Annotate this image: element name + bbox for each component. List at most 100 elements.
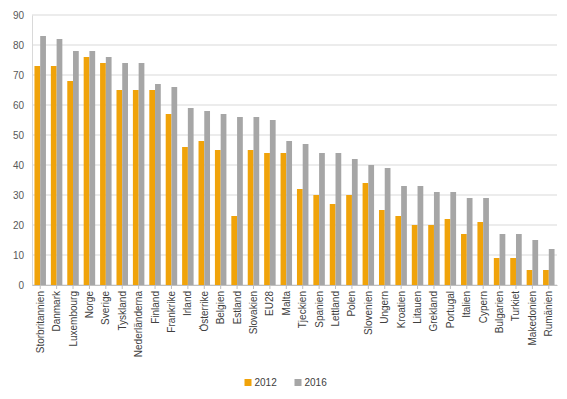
y-axis: 0102030405060708090 bbox=[13, 10, 33, 291]
y-axis-line bbox=[32, 16, 33, 286]
bar bbox=[264, 153, 270, 285]
x-tick-label: Spanien bbox=[314, 291, 325, 328]
legend-label: 2012 bbox=[255, 377, 278, 388]
x-tick-mark bbox=[155, 285, 156, 289]
x-tick: Tyskland bbox=[117, 285, 128, 330]
bar bbox=[149, 90, 155, 285]
x-tick-mark bbox=[515, 285, 516, 289]
bar bbox=[461, 234, 467, 285]
y-tick: 10 bbox=[13, 250, 32, 261]
x-tick: Storbritannien bbox=[35, 285, 46, 353]
x-tick: Spanien bbox=[314, 285, 325, 328]
x-tick-mark bbox=[138, 285, 139, 289]
y-tick-label: 90 bbox=[13, 10, 25, 21]
bar bbox=[116, 90, 122, 285]
y-tick: 0 bbox=[18, 280, 32, 291]
x-tick-mark bbox=[499, 285, 500, 289]
y-tick: 50 bbox=[13, 130, 32, 141]
bar bbox=[139, 63, 145, 285]
bar bbox=[401, 186, 407, 285]
x-tick-label: Danmark bbox=[51, 290, 62, 332]
x-tick: Italien bbox=[461, 285, 472, 318]
x-tick-mark bbox=[368, 285, 369, 289]
bar bbox=[34, 66, 40, 285]
bar bbox=[477, 222, 483, 285]
x-tick-label: Polen bbox=[346, 291, 357, 317]
legend-item: 2012 bbox=[245, 377, 278, 388]
x-tick: Kroatien bbox=[396, 285, 407, 328]
x-tick: Portugal bbox=[445, 285, 456, 328]
y-tick-label: 0 bbox=[18, 280, 24, 291]
x-tick-label: Ungern bbox=[379, 291, 390, 324]
x-tick: Ungern bbox=[379, 285, 390, 324]
y-tick: 20 bbox=[13, 220, 32, 231]
x-tick: Finland bbox=[150, 285, 161, 324]
x-tick-mark bbox=[73, 285, 74, 289]
bar bbox=[215, 150, 221, 285]
bar bbox=[385, 168, 391, 285]
x-tick-label: Portugal bbox=[445, 291, 456, 328]
x-tick: Estland bbox=[232, 285, 243, 324]
x-tick: Slovakien bbox=[248, 285, 259, 334]
bar bbox=[57, 39, 63, 285]
bar bbox=[248, 150, 254, 285]
x-tick: Polen bbox=[346, 285, 357, 317]
x-tick-label: Tyskland bbox=[117, 291, 128, 330]
bar bbox=[445, 219, 451, 285]
bar bbox=[73, 51, 79, 285]
bar bbox=[51, 66, 57, 285]
x-tick-label: Slovenien bbox=[363, 291, 374, 335]
x-tick-mark bbox=[269, 285, 270, 289]
bar bbox=[199, 141, 205, 285]
bar bbox=[379, 210, 385, 285]
x-tick-label: Grekland bbox=[428, 291, 439, 332]
bar bbox=[352, 159, 358, 285]
y-tick: 90 bbox=[13, 10, 32, 21]
bar bbox=[171, 87, 177, 285]
x-tick-mark bbox=[253, 285, 254, 289]
chart: 0102030405060708090StorbritannienDanmark… bbox=[0, 0, 567, 399]
bar bbox=[549, 249, 555, 285]
bar bbox=[166, 114, 172, 285]
bar bbox=[336, 153, 342, 285]
legend-label: 2016 bbox=[305, 377, 328, 388]
x-tick: Irland bbox=[182, 285, 193, 316]
bar bbox=[510, 258, 516, 285]
bar bbox=[450, 192, 456, 285]
x-tick-label: Litauen bbox=[412, 291, 423, 324]
x-tick-label: Sverige bbox=[100, 291, 111, 325]
x-tick: Malta bbox=[281, 285, 292, 315]
bar bbox=[84, 57, 90, 285]
plot: 0102030405060708090StorbritannienDanmark… bbox=[13, 10, 558, 357]
x-tick: Österrike bbox=[199, 285, 210, 332]
x-tick-label: EU28 bbox=[264, 291, 275, 316]
x-tick: Danmark bbox=[51, 285, 62, 332]
x-tick-label: Österrike bbox=[199, 291, 210, 332]
legend-swatch bbox=[295, 379, 302, 386]
x-tick: EU28 bbox=[264, 285, 275, 316]
x-tick-label: Slovakien bbox=[248, 291, 259, 334]
x-tick-label: Nederländerna bbox=[133, 291, 144, 358]
legend-swatch bbox=[245, 379, 252, 386]
x-tick: Luxembourg bbox=[68, 285, 79, 347]
y-tick: 60 bbox=[13, 100, 32, 111]
x-tick-mark bbox=[56, 285, 57, 289]
bar bbox=[253, 117, 259, 285]
bar bbox=[89, 51, 95, 285]
x-tick-label: Irland bbox=[182, 291, 193, 316]
x-tick-label: Makedonien bbox=[527, 291, 538, 345]
grid-line bbox=[32, 45, 557, 46]
x-tick-mark bbox=[237, 285, 238, 289]
bar bbox=[231, 216, 237, 285]
x-tick: Turkiet bbox=[510, 285, 521, 321]
bar-series bbox=[34, 57, 548, 285]
grid bbox=[32, 15, 557, 285]
x-tick-label: Italien bbox=[461, 291, 472, 318]
bar bbox=[483, 198, 489, 285]
x-tick-label: Kroatien bbox=[396, 291, 407, 328]
y-tick: 70 bbox=[13, 70, 32, 81]
bar bbox=[346, 195, 352, 285]
x-tick-label: Frankrike bbox=[166, 291, 177, 333]
x-tick: Norge bbox=[84, 285, 95, 318]
x-tick: Belgien bbox=[215, 285, 226, 324]
